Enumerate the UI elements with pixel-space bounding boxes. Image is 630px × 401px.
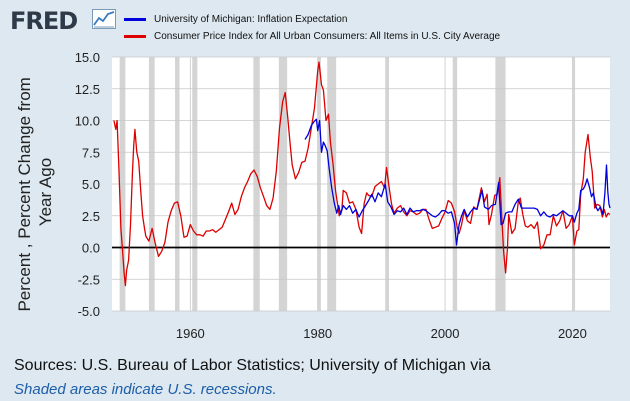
- x-tick-label: 1980: [303, 326, 332, 341]
- recession-note: Shaded areas indicate U.S. recessions.: [14, 381, 277, 398]
- legend-label: University of Michigan: Inflation Expect…: [154, 14, 348, 25]
- y-tick-label: 15.0: [75, 50, 100, 65]
- y-tick-label: 10.0: [75, 114, 100, 129]
- series-line-cpi: [113, 61, 611, 287]
- series-line-inflation-expectation: [304, 118, 611, 246]
- y-tick-label: 5.0: [82, 177, 100, 192]
- y-axis-label-line-2: Year Ago: [36, 158, 55, 226]
- y-tick-label: 7.5: [82, 145, 100, 160]
- legend-item-cpi: Consumer Price Index for All Urban Consu…: [124, 28, 500, 45]
- y-tick-label: -5.0: [78, 304, 100, 319]
- y-axis-label: Percent , Percent Change from Year Ago: [15, 72, 55, 311]
- x-tick-label: 2020: [558, 326, 587, 341]
- legend-swatch-blue: [124, 18, 146, 21]
- x-tick-label: 1960: [176, 326, 205, 341]
- y-tick-label: 2.5: [82, 209, 100, 224]
- chart-header: FRED University of Michigan: Inflation E…: [0, 0, 630, 48]
- x-axis-ticks: 1960 1980 2000 2020: [176, 326, 587, 341]
- legend-item-inflation-expectation: University of Michigan: Inflation Expect…: [124, 11, 500, 28]
- sources-note: Sources: U.S. Bureau of Labor Statistics…: [14, 357, 491, 374]
- x-tick-label: 2000: [431, 326, 460, 341]
- y-axis-label-line-1: Percent , Percent Change from: [15, 77, 34, 311]
- fred-logo[interactable]: FRED: [10, 7, 78, 35]
- legend-swatch-red: [124, 35, 146, 38]
- legend-label: Consumer Price Index for All Urban Consu…: [154, 31, 501, 42]
- y-tick-label: 12.5: [75, 82, 100, 97]
- line-graph-icon: [92, 9, 116, 29]
- chart-legend: University of Michigan: Inflation Expect…: [124, 11, 500, 45]
- gridlines: [112, 56, 610, 312]
- y-tick-label: 0.0: [82, 241, 100, 256]
- y-tick-label: -2.5: [78, 272, 100, 287]
- y-axis-ticks: -5.0 -2.5 0.0 2.5 5.0 7.5 10.0 12.5 15.0: [75, 50, 100, 319]
- series-lines: [113, 61, 611, 287]
